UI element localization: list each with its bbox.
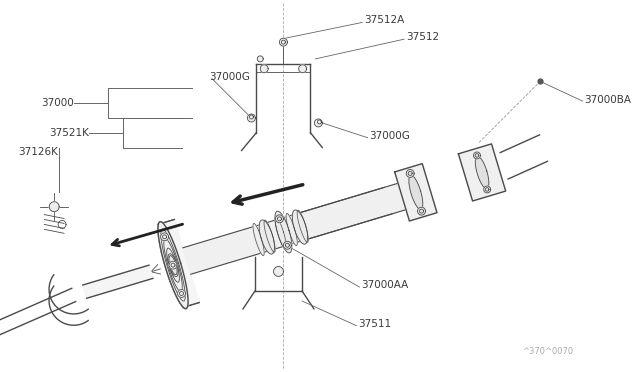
Text: 37000BA: 37000BA: [584, 95, 632, 105]
Polygon shape: [161, 229, 185, 301]
Text: 37512: 37512: [406, 32, 439, 42]
Polygon shape: [164, 239, 182, 292]
Text: 37521K: 37521K: [49, 128, 89, 138]
Text: 37126K: 37126K: [18, 147, 58, 157]
Polygon shape: [259, 220, 275, 254]
Polygon shape: [248, 114, 255, 122]
Polygon shape: [183, 187, 392, 274]
Polygon shape: [177, 289, 186, 297]
Polygon shape: [286, 214, 297, 246]
Polygon shape: [158, 222, 188, 309]
Polygon shape: [257, 56, 263, 62]
Polygon shape: [260, 65, 268, 73]
Polygon shape: [264, 220, 275, 252]
Polygon shape: [474, 152, 481, 159]
Polygon shape: [299, 65, 307, 73]
Polygon shape: [158, 219, 199, 308]
Polygon shape: [417, 207, 426, 215]
Text: 37511: 37511: [358, 319, 392, 329]
Polygon shape: [83, 265, 153, 298]
Polygon shape: [297, 210, 308, 242]
Polygon shape: [275, 215, 284, 223]
Polygon shape: [168, 254, 178, 276]
Polygon shape: [158, 222, 188, 309]
Polygon shape: [161, 233, 168, 241]
Polygon shape: [301, 179, 420, 238]
Polygon shape: [166, 248, 179, 282]
Polygon shape: [292, 210, 308, 244]
Text: 37000G: 37000G: [209, 72, 250, 81]
Text: 37512A: 37512A: [364, 16, 404, 25]
Polygon shape: [169, 261, 177, 269]
Polygon shape: [275, 211, 292, 253]
Text: 37000AA: 37000AA: [362, 280, 409, 290]
Polygon shape: [484, 186, 491, 193]
Polygon shape: [406, 170, 414, 177]
Text: ^370^0070: ^370^0070: [522, 347, 573, 356]
Polygon shape: [284, 241, 291, 249]
Polygon shape: [275, 217, 286, 249]
Text: 37000: 37000: [41, 98, 74, 108]
Polygon shape: [49, 202, 59, 212]
Polygon shape: [476, 156, 489, 189]
Polygon shape: [395, 164, 437, 221]
Polygon shape: [169, 256, 177, 275]
Polygon shape: [409, 175, 423, 209]
Text: 37000G: 37000G: [370, 131, 410, 141]
Polygon shape: [273, 266, 284, 276]
Polygon shape: [314, 119, 323, 127]
Polygon shape: [458, 144, 506, 201]
Polygon shape: [280, 38, 287, 46]
Polygon shape: [253, 224, 264, 256]
